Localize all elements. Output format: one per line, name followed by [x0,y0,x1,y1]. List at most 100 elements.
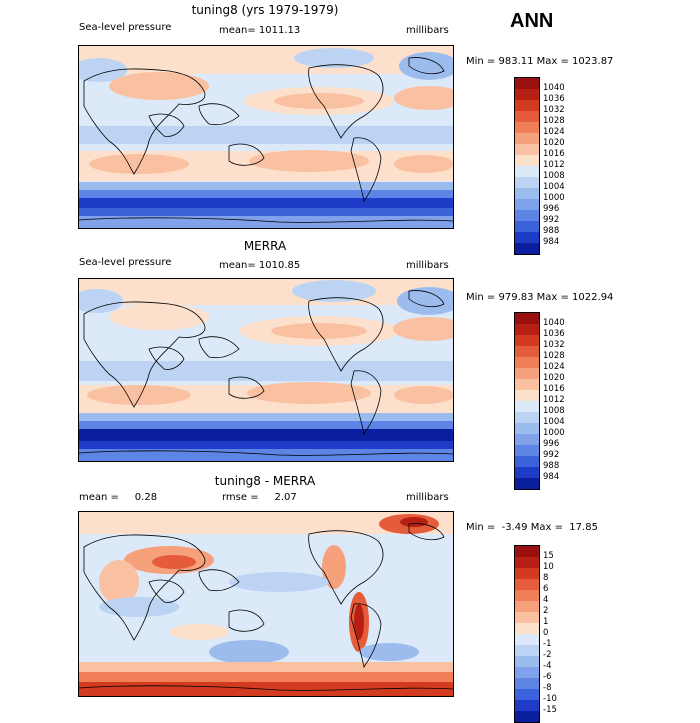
antarctic-band [79,216,453,228]
colorbar-label: 996 [543,439,560,449]
south-pacific-high [247,382,371,404]
colorbar-label: 1032 [543,340,565,350]
southern-ocean-band [79,208,453,216]
colorbar-label: 1024 [543,362,565,372]
colorbar-cell [515,177,539,188]
colorbar-cell [515,700,539,711]
colorbar-label: -1 [543,639,552,649]
low-pressure-region [79,58,127,82]
colorbar-cell [515,89,539,100]
colorbar-cell [515,656,539,667]
colorbar-cell [515,546,539,557]
colorbar-label: 1016 [543,149,565,159]
colorbar-label: 10 [543,562,554,572]
southern-ocean-band [79,182,453,190]
colorbar-cell [515,390,539,401]
season-label: ANN [510,10,554,32]
panel-1-units-label: millibars [406,25,449,36]
colorbar-cell [515,188,539,199]
colorbar-cell [515,324,539,335]
colorbar-cell [515,412,539,423]
colorbar-cell [515,568,539,579]
southern-ocean-band [79,429,453,441]
panel-1-title: tuning8 (yrs 1979-1979) [191,3,339,17]
colorbar-label: 984 [543,237,560,247]
colorbar-cell [515,423,539,434]
colorbar-label: 1004 [543,182,565,192]
tibet-anomaly-core [152,555,196,569]
pacific-high-core [274,93,364,109]
panel-3-map [78,511,454,697]
colorbar-cell [515,678,539,689]
colorbar-cell [515,111,539,122]
panel-1-map [78,45,454,229]
panel-3-rmse-label: rmse = 2.07 [222,492,297,503]
colorbar-label: 1000 [543,428,565,438]
colorbar-label: -6 [543,672,552,682]
panel-1-variable-label: Sea-level pressure [79,22,172,33]
coastlines [79,523,453,691]
panel-3-minmax-label: Min = -3.49 Max = 17.85 [466,522,598,533]
negative-anomaly [359,643,419,661]
colorbar-cell [515,122,539,133]
colorbar-label: -2 [543,650,552,660]
equatorial-trough [79,126,453,144]
panel-3-mean-label: mean = 0.28 [79,492,158,503]
panel-2-minmax-label: Min = 979.83 Max = 1022.94 [466,292,614,303]
greenland-anomaly-core [400,517,428,527]
colorbar-cell [515,689,539,700]
colorbar-cell [515,401,539,412]
colorbar-cell [515,368,539,379]
panel-1-colorbar: 1040 1036 1032 1028 1024 1020 1016 1012 … [514,77,565,255]
colorbar-label: 1004 [543,417,565,427]
africa-anomaly [99,560,139,604]
antarctic-band [79,449,453,461]
panel-2-mean-label: mean= 1010.85 [219,260,301,271]
colorbar-cell [515,445,539,456]
colorbar-label: 1012 [543,395,565,405]
colorbar-label: 1040 [543,318,565,328]
colorbar-cell [515,379,539,390]
equatorial-trough [79,361,453,381]
colorbar-cell [515,667,539,678]
colorbar-label: 1036 [543,329,565,339]
southern-ocean-band [79,421,453,429]
southern-ocean-band [79,441,453,449]
southern-ocean-band [79,190,453,198]
colorbar-cell [515,434,539,445]
low-pressure-region [292,280,376,302]
colorbar-cell [515,645,539,656]
andes-anomaly-core [354,604,364,640]
colorbar-cell [515,155,539,166]
arctic-band [79,512,453,534]
low-pressure-region [294,48,374,68]
colorbar-cell [515,346,539,357]
colorbar-label: 992 [543,450,560,460]
panel-1-minmax-label: Min = 983.11 Max = 1023.87 [466,56,614,67]
colorbar-label: 1016 [543,384,565,394]
colorbar-cell [515,78,539,89]
colorbar-label: 992 [543,215,560,225]
arctic-band [79,46,453,74]
colorbar-cell [515,456,539,467]
south-atlantic-high [394,155,453,173]
colorbar-label: 988 [543,226,560,236]
colorbar-cell [515,100,539,111]
panel-1-mean-label: mean= 1011.13 [219,25,301,36]
panel-3-units-label: millibars [406,492,449,503]
colorbar-cell [515,601,539,612]
colorbar-cell [515,590,539,601]
panel-2-units-label: millibars [406,260,449,271]
colorbar-cell [515,199,539,210]
coastlines [79,57,453,223]
southern-ocean-band [79,413,453,421]
colorbar-label: -15 [543,705,557,715]
colorbar-label: 15 [543,551,554,561]
colorbar-label: 1020 [543,138,565,148]
colorbar-label: -4 [543,661,552,671]
southern-anomaly-band [79,662,453,672]
colorbar-cell [515,623,539,634]
colorbar-label: 1028 [543,351,565,361]
panel-2-colorbar: 1040 1036 1032 1028 1024 1020 1016 1012 … [514,312,565,490]
colorbar-label: 984 [543,472,560,482]
